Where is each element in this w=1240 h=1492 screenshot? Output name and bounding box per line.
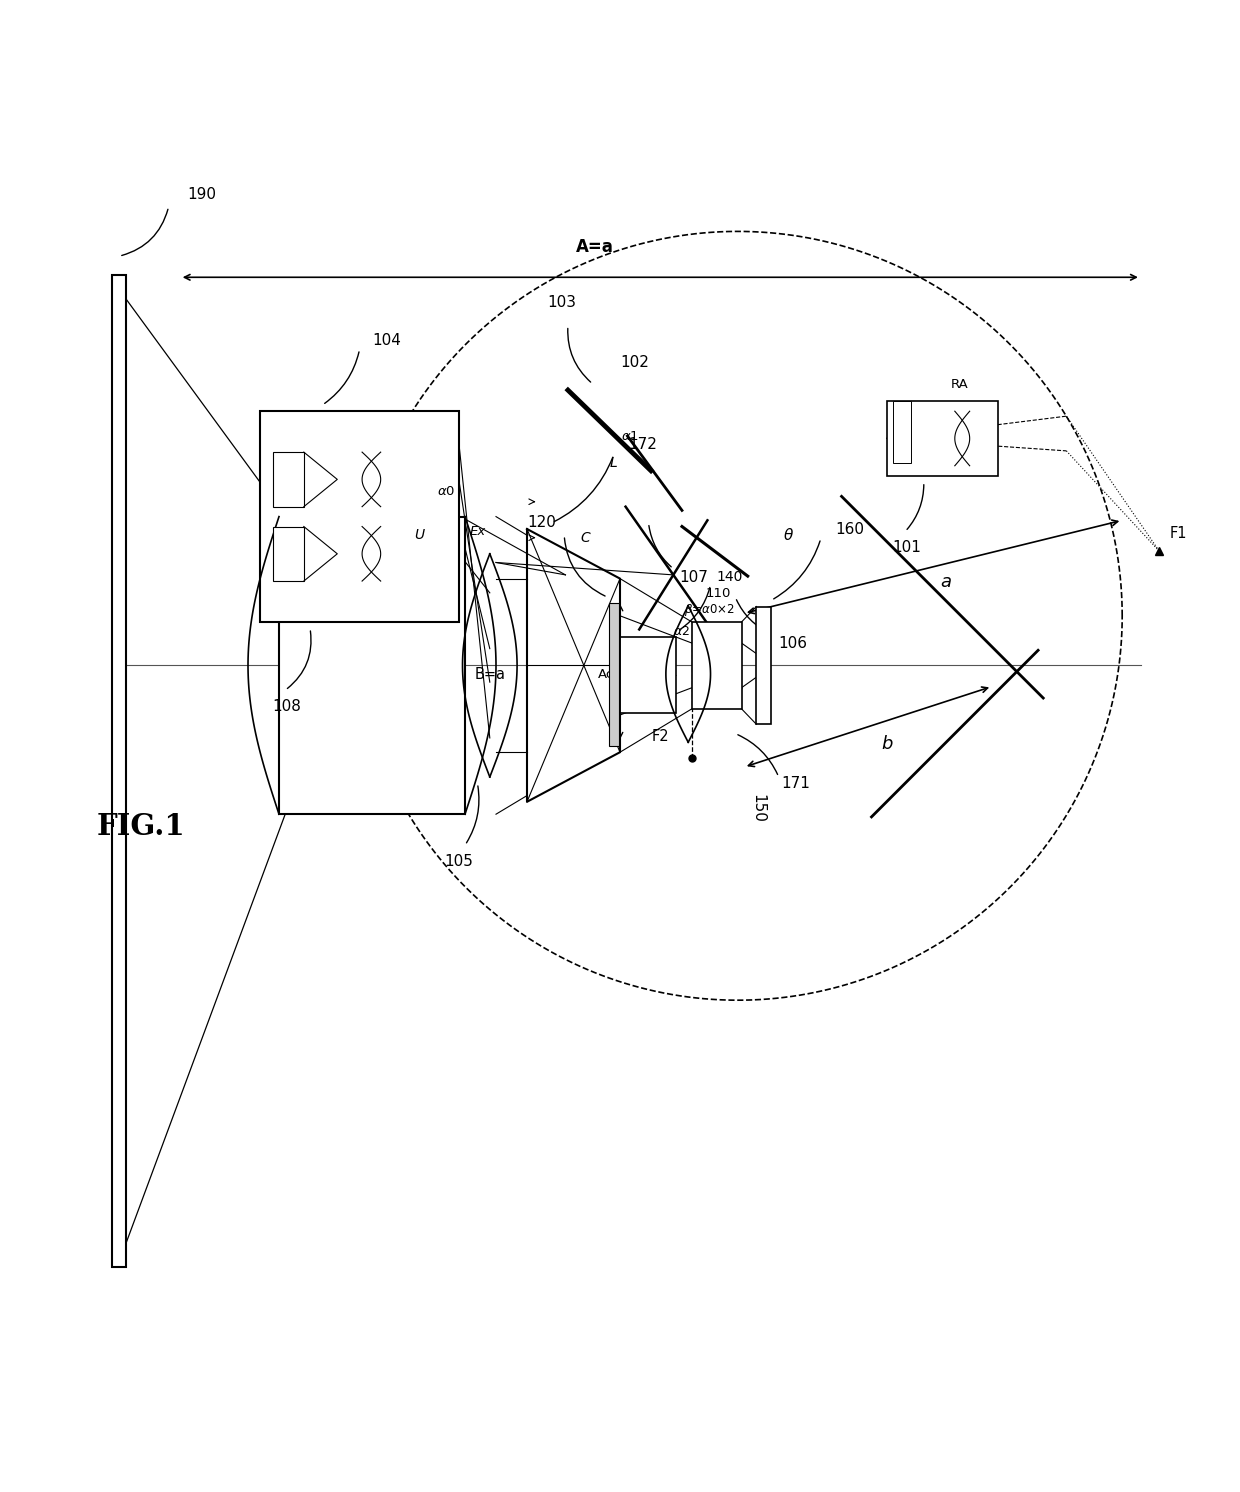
Text: Ex: Ex <box>469 525 486 539</box>
Text: 171: 171 <box>781 776 810 791</box>
Text: RA: RA <box>951 379 968 391</box>
Text: C: C <box>580 531 590 545</box>
Bar <box>279 516 465 815</box>
Text: $\alpha$1: $\alpha$1 <box>621 430 639 443</box>
Text: 106: 106 <box>779 636 807 651</box>
Bar <box>260 412 459 622</box>
Bar <box>620 637 676 713</box>
Text: L: L <box>610 457 618 470</box>
Text: 105: 105 <box>444 853 474 868</box>
Text: Ac: Ac <box>598 668 614 682</box>
Text: 107: 107 <box>680 570 708 585</box>
Text: 140: 140 <box>717 570 743 585</box>
Text: FIG.1: FIG.1 <box>97 812 185 841</box>
Text: U: U <box>414 528 424 542</box>
Text: $\alpha$0: $\alpha$0 <box>438 485 455 498</box>
Bar <box>893 401 911 464</box>
Bar <box>273 527 304 580</box>
Text: 150: 150 <box>750 794 765 822</box>
Text: 190: 190 <box>187 186 216 201</box>
Text: 172: 172 <box>629 437 657 452</box>
Text: 101: 101 <box>893 540 921 555</box>
Bar <box>609 603 619 746</box>
Text: 180: 180 <box>372 433 401 448</box>
Text: $\theta$: $\theta$ <box>784 527 794 543</box>
Text: A=a: A=a <box>577 239 614 257</box>
Bar <box>756 607 771 724</box>
Text: 110: 110 <box>706 586 730 600</box>
Text: 160: 160 <box>836 522 864 537</box>
Bar <box>112 275 126 1267</box>
Text: b: b <box>880 734 893 752</box>
Bar <box>692 622 742 709</box>
Text: B=a: B=a <box>475 667 506 682</box>
Bar <box>887 401 998 476</box>
Polygon shape <box>527 530 620 801</box>
Text: 120: 120 <box>527 515 556 530</box>
Text: a: a <box>941 573 951 591</box>
Text: $\beta$=$\alpha$0$\times$2: $\beta$=$\alpha$0$\times$2 <box>684 601 735 618</box>
Text: F1: F1 <box>1169 527 1187 542</box>
Bar <box>273 452 304 507</box>
Text: $\alpha$2: $\alpha$2 <box>673 625 691 639</box>
Text: 102: 102 <box>620 355 649 370</box>
Text: F2: F2 <box>652 728 670 743</box>
Text: 104: 104 <box>372 333 401 348</box>
Text: 103: 103 <box>547 294 577 309</box>
Text: 108: 108 <box>273 698 301 713</box>
